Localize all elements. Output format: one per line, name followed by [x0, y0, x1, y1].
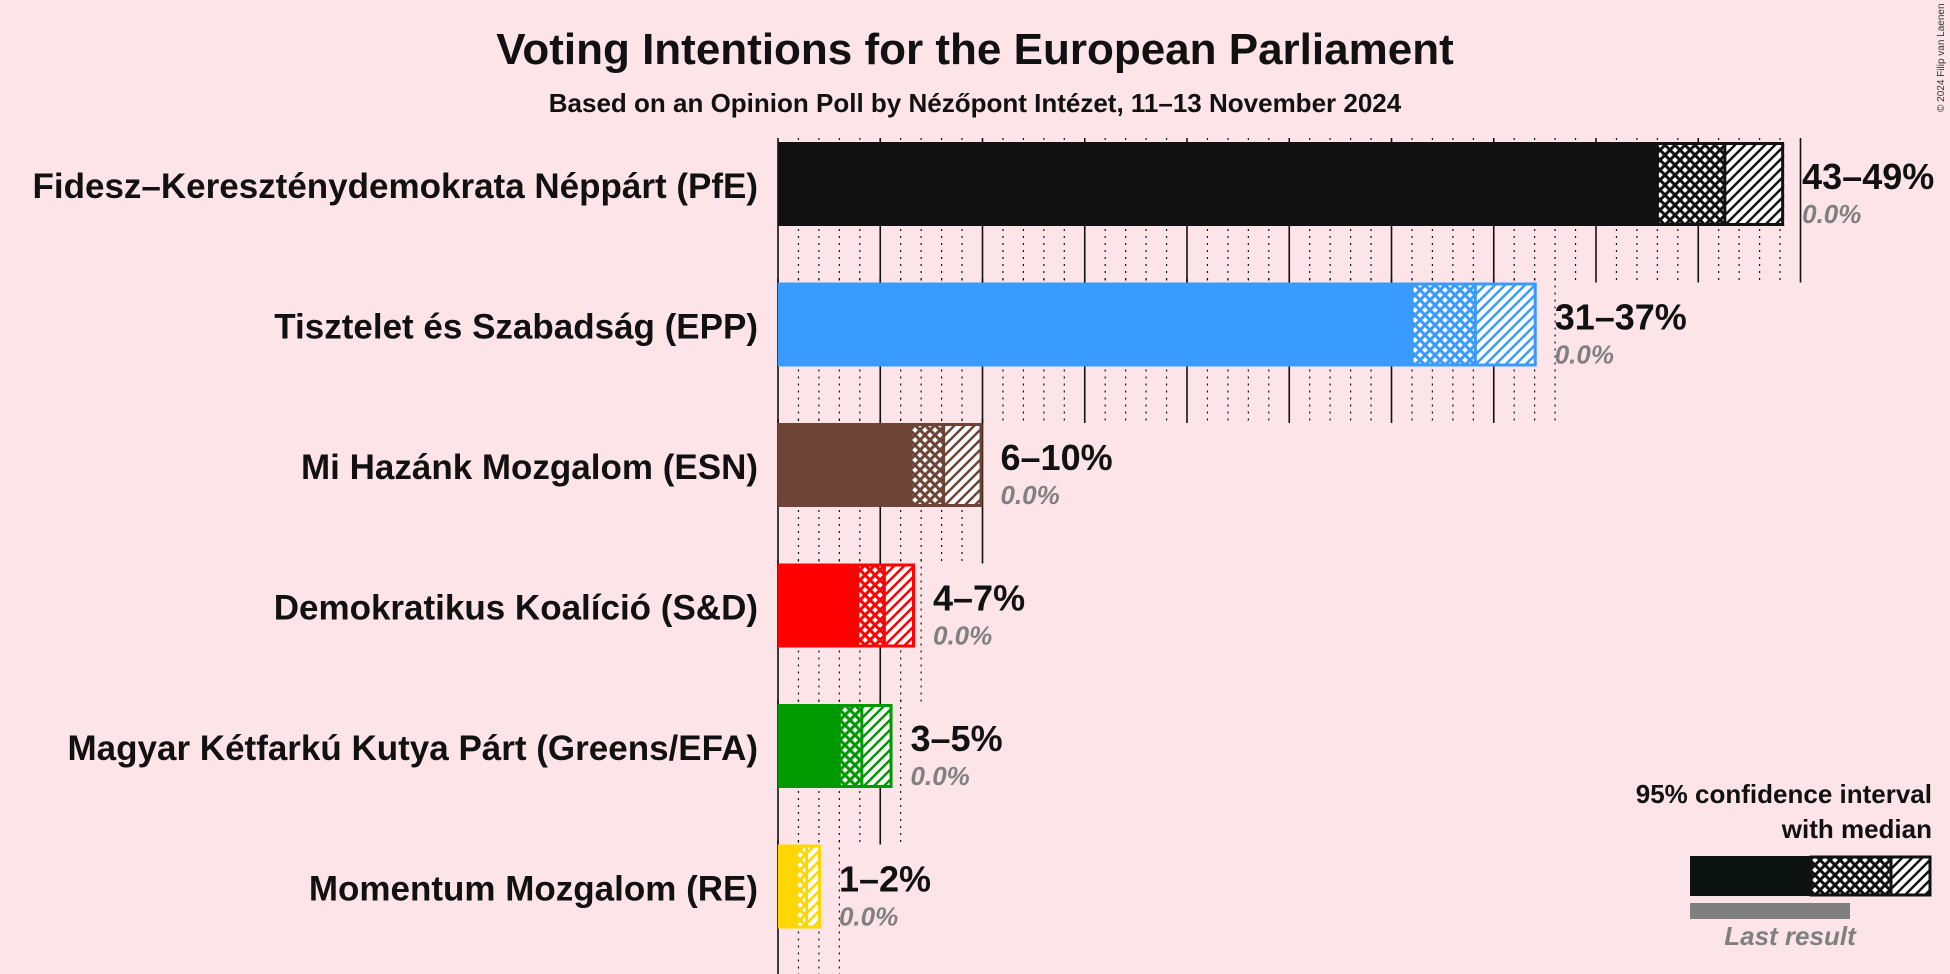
category-label: Tisztelet és Szabadság (EPP): [274, 308, 758, 347]
bar-outline: [778, 704, 893, 788]
bar-ci-upper: [943, 423, 983, 507]
legend-cross-swatch: [1809, 855, 1893, 897]
bar-solid: [778, 142, 1658, 226]
legend-hatch-swatch: [1889, 855, 1932, 897]
range-label: 4–7%: [933, 578, 1025, 619]
last-result-label: 0.0%: [1802, 199, 1861, 229]
gridlines: [777, 138, 1802, 974]
bar-ci-upper: [861, 704, 893, 788]
chart-title: Voting Intentions for the European Parli…: [496, 25, 1454, 74]
copyright-notice: © 2024 Filip van Laenen: [1936, 3, 1947, 112]
last-result-label: 0.0%: [1555, 340, 1614, 370]
bar-solid: [778, 704, 840, 788]
category-label: Fidesz–Kereszténydemokrata Néppárt (PfE): [33, 167, 759, 206]
bar-ci-upper: [1475, 282, 1537, 367]
bar-ci-lower: [796, 844, 807, 929]
legend-last-result-label: Last result: [1724, 921, 1857, 951]
bar-ci-lower: [910, 423, 944, 507]
category-label: Momentum Mozgalom (RE): [309, 870, 758, 909]
bar-solid: [778, 423, 911, 507]
range-label: 1–2%: [839, 859, 931, 900]
last-result-label: 0.0%: [839, 902, 898, 932]
bar-ci-lower: [839, 704, 862, 788]
bar-solid: [778, 563, 858, 648]
legend-line1: 95% confidence interval: [1636, 779, 1932, 809]
bar-solid: [778, 844, 797, 929]
last-result-label: 0.0%: [933, 621, 992, 651]
bar-ci-lower: [1657, 142, 1725, 226]
bar-solid: [778, 282, 1412, 367]
range-label: 31–37%: [1555, 297, 1687, 338]
range-label: 43–49%: [1802, 156, 1934, 197]
bars: Fidesz–Kereszténydemokrata Néppárt (PfE)…: [33, 142, 1934, 932]
category-label: Demokratikus Koalíció (S&D): [274, 589, 758, 628]
legend-line2: with median: [1781, 814, 1932, 844]
bar-outline: [778, 142, 1785, 226]
chart-subtitle: Based on an Opinion Poll by Nézőpont Int…: [549, 88, 1402, 118]
bar-ci-upper: [806, 844, 821, 929]
last-result-label: 0.0%: [1001, 480, 1060, 510]
bar-ci-upper: [884, 563, 916, 648]
bar-ci-lower: [1411, 282, 1476, 367]
bar-outline: [778, 844, 821, 929]
bar-ci-upper: [1724, 142, 1785, 226]
legend: 95% confidence interval with median Last…: [1636, 779, 1932, 951]
bar-ci-lower: [857, 563, 885, 648]
bar-outline: [778, 282, 1537, 367]
category-label: Magyar Kétfarkú Kutya Párt (Greens/EFA): [68, 729, 758, 768]
last-result-label: 0.0%: [911, 761, 970, 791]
range-label: 6–10%: [1001, 437, 1113, 478]
bar-outline: [778, 563, 916, 648]
bar-outline: [778, 423, 983, 507]
legend-last-result-swatch: [1690, 903, 1850, 919]
range-label: 3–5%: [911, 718, 1003, 759]
category-label: Mi Hazánk Mozgalom (ESN): [301, 448, 758, 487]
legend-solid-swatch: [1690, 856, 1811, 896]
